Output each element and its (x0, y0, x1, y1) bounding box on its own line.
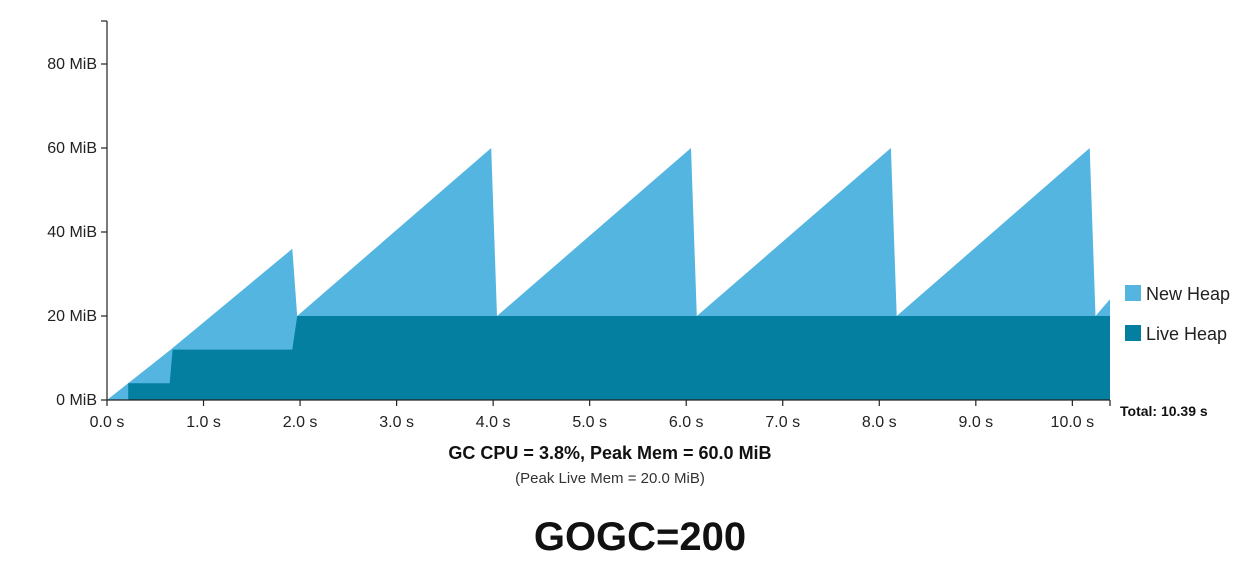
x-tick-label: 6.0 s (669, 414, 704, 431)
x-tick-label: 3.0 s (379, 414, 414, 431)
x-tick-label: 0.0 s (90, 414, 125, 431)
gogc-setting-title: GOGC=200 (533, 515, 747, 559)
stats-summary: GC CPU = 3.8%, Peak Mem = 60.0 MiB (448, 443, 772, 463)
legend-swatch (1125, 325, 1141, 341)
axis-layer: 0 MiB 20 MiB 40 MiB 60 MiB 80 MiB 0.0 s 1.0 s 2… (47, 20, 1111, 431)
y-tick-label: 60 MiB (47, 140, 97, 157)
x-tick-label: 2.0 s (283, 414, 318, 431)
legend: New Heap Live Heap (1125, 284, 1230, 344)
total-time-label: Total: 10.39 s (1120, 403, 1208, 419)
legend-label: Live Heap (1146, 324, 1227, 344)
y-tick-label: 0 MiB (56, 392, 97, 409)
x-tick-label: 9.0 s (958, 414, 993, 431)
x-tick-label: 7.0 s (765, 414, 800, 431)
legend-label: New Heap (1146, 284, 1230, 304)
x-tick-label: 10.0 s (1051, 414, 1095, 431)
x-tick-label: 4.0 s (476, 414, 511, 431)
y-tick-label: 80 MiB (47, 56, 97, 73)
x-tick-label: 5.0 s (572, 414, 607, 431)
x-tick-label: 1.0 s (186, 414, 221, 431)
series-area-live-heap (128, 316, 1110, 400)
legend-swatch (1125, 285, 1141, 301)
stats-peak-live: (Peak Live Mem = 20.0 MiB) (515, 470, 705, 487)
y-tick-label: 20 MiB (47, 308, 97, 325)
x-tick-label: 8.0 s (862, 414, 897, 431)
heap-chart: 0 MiB 20 MiB 40 MiB 60 MiB 80 MiB 0.0 s 1.0 s 2… (47, 20, 1230, 431)
series-layer (107, 148, 1110, 400)
y-tick-label: 40 MiB (47, 224, 97, 241)
